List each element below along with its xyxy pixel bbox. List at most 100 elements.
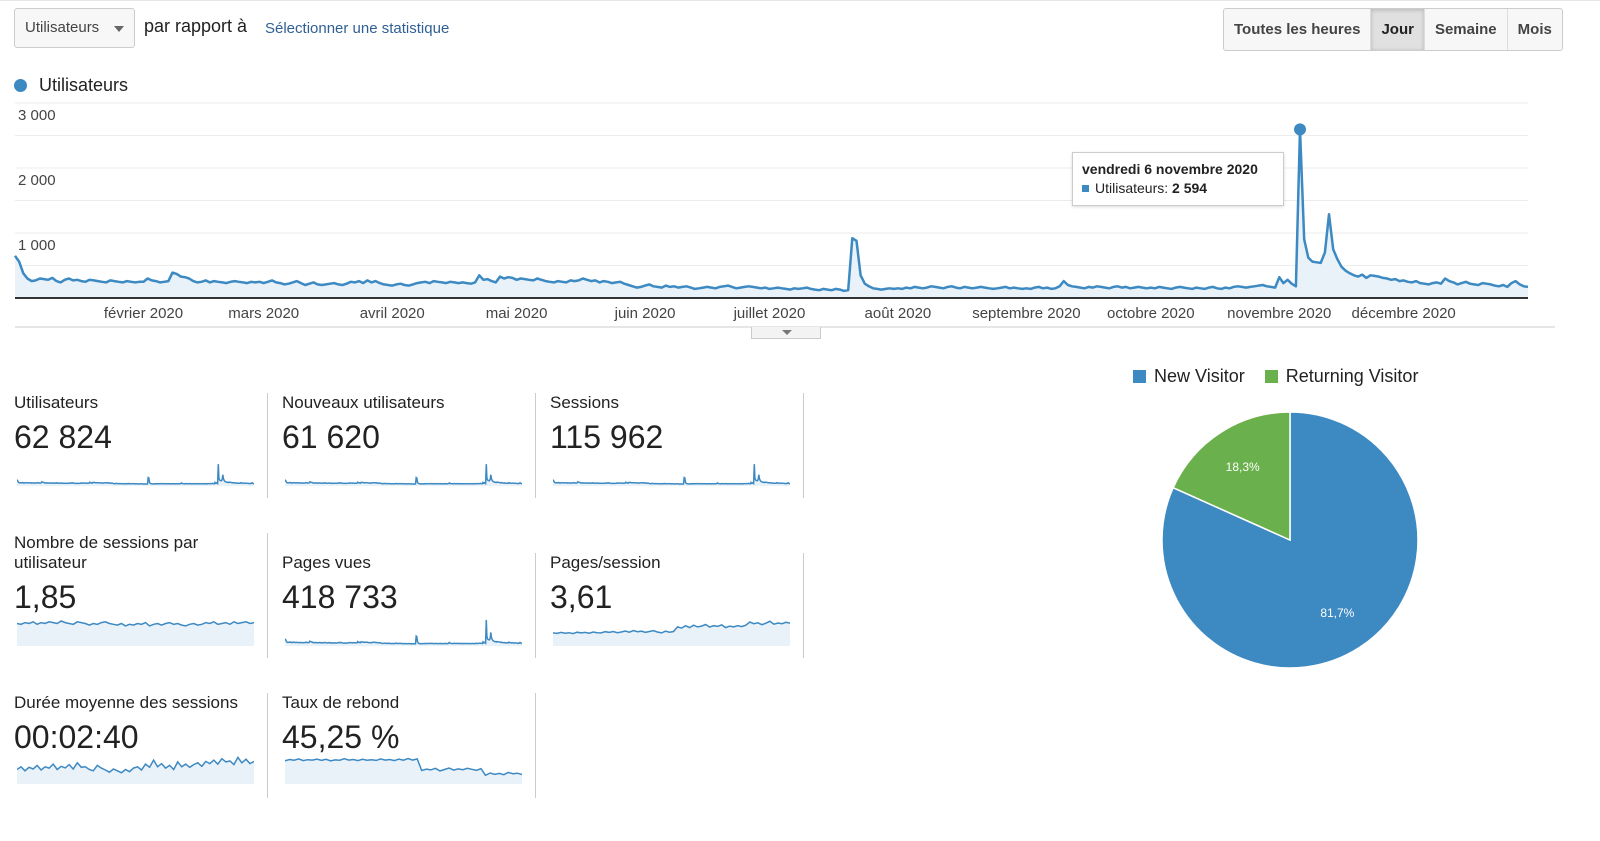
select-statistic-link[interactable]: Sélectionner une statistique [265, 20, 450, 37]
metric-avg-session-duration[interactable]: Durée moyenne des sessions 00:02:40 [14, 693, 267, 798]
y-tick-label: 2 000 [18, 172, 56, 189]
sparkline [553, 464, 790, 486]
metric-pages-per-session[interactable]: Pages/session 3,61 [550, 553, 803, 658]
tile-divider [535, 693, 536, 798]
x-tick-label: décembre 2020 [1352, 305, 1456, 322]
granularity-month-button[interactable]: Mois [1506, 9, 1562, 50]
chart-legend: Utilisateurs [14, 75, 128, 96]
x-tick-label: juillet 2020 [733, 305, 806, 322]
pie-slice-returning-visitor[interactable] [1172, 411, 1291, 542]
metric-dropdown[interactable]: Utilisateurs [14, 8, 135, 48]
granularity-hourly-button[interactable]: Toutes les heures [1234, 21, 1361, 38]
tile-divider [535, 393, 536, 498]
y-tick-label: 1 000 [18, 237, 56, 254]
series-square-icon [1082, 184, 1089, 192]
sparkline-line [17, 756, 254, 774]
sparkline-area [285, 758, 522, 784]
sparkline [17, 464, 254, 486]
granularity-toggle: Toutes les heures Jour Semaine Mois [1223, 8, 1563, 51]
series-dot-icon [14, 79, 27, 92]
sparkline-area [553, 621, 790, 646]
x-tick-label: novembre 2020 [1227, 305, 1331, 322]
legend-returning-visitor: Returning Visitor [1285, 366, 1419, 386]
sparkline [17, 756, 254, 784]
x-tick-label: août 2020 [865, 305, 932, 322]
sparkline-line [553, 620, 790, 635]
metric-value: 115 962 [550, 419, 664, 455]
tile-divider [267, 393, 268, 498]
chart-tooltip: vendredi 6 novembre 2020 Utilisateurs: 2… [1072, 152, 1284, 206]
metric-value: 45,25 % [282, 719, 400, 755]
sparkline-line [285, 619, 522, 645]
tooltip-label: Utilisateurs: [1095, 180, 1169, 196]
metric-label: Utilisateurs [14, 393, 99, 412]
sparkline-line [17, 620, 254, 627]
metric-new-users[interactable]: Nouveaux utilisateurs 61 620 [282, 393, 535, 498]
sparkline-area [17, 757, 254, 784]
top-divider [0, 0, 1600, 1]
metric-sessions[interactable]: Sessions 115 962 [550, 393, 803, 498]
metric-sessions-per-user[interactable]: Nombre de sessions par utilisateur 1,85 [14, 533, 267, 658]
legend-label: Utilisateurs [39, 75, 129, 95]
metric-pageviews[interactable]: Pages vues 418 733 [282, 553, 535, 658]
pie-label-new-visitor: 81,7% [1320, 606, 1354, 620]
sparkline [553, 620, 790, 646]
metric-label: Nombre de sessions par utilisateur [14, 533, 199, 572]
x-tick-label: février 2020 [104, 305, 183, 322]
metric-users[interactable]: Utilisateurs 62 824 [14, 393, 267, 498]
y-tick-label: 3 000 [18, 107, 56, 124]
metric-label: Durée moyenne des sessions [14, 693, 238, 712]
tile-divider [803, 393, 804, 498]
granularity-day-button[interactable]: Jour [1370, 9, 1424, 50]
metric-value: 418 733 [282, 579, 398, 615]
caret-down-icon [782, 330, 792, 335]
metric-value: 3,61 [550, 579, 613, 615]
tile-divider [535, 553, 536, 658]
chevron-down-icon [114, 26, 124, 32]
x-tick-label: octobre 2020 [1107, 305, 1195, 322]
users-line-chart[interactable]: 1 000 2 000 3 000 février 2020 mars 2020 avr… [0, 0, 1600, 341]
metric-bounce-rate[interactable]: Taux de rebond 45,25 % [282, 693, 535, 798]
visitor-type-pie-chart: 81,7% 18,3% [1161, 411, 1419, 669]
sparkline-line [285, 757, 522, 777]
metric-value: 62 824 [14, 419, 112, 455]
sparkline-area [17, 621, 254, 646]
pie-label-returning-visitor: 18,3% [1226, 460, 1260, 474]
metric-label: Pages/session [550, 553, 661, 572]
metric-label: Pages vues [282, 553, 371, 572]
returning-visitor-swatch-icon [1264, 370, 1278, 383]
pie-legend: New Visitor Returning Visitor [1133, 366, 1418, 387]
tile-divider [267, 533, 268, 658]
tooltip-value: 2 594 [1172, 180, 1208, 196]
metric-value: 00:02:40 [14, 719, 139, 755]
sparkline-line [553, 464, 790, 485]
highlight-point[interactable] [1294, 123, 1307, 136]
metric-label: Sessions [550, 393, 619, 412]
legend-new-visitor: New Visitor [1154, 366, 1245, 386]
sparkline-area [285, 464, 522, 486]
sparkline-line [285, 464, 522, 485]
sparkline [285, 619, 522, 646]
sparkline-area [553, 464, 790, 486]
sparkline-area [285, 619, 522, 646]
sparkline-line [17, 464, 254, 485]
x-tick-label: mai 2020 [486, 305, 548, 322]
granularity-week-button[interactable]: Semaine [1423, 9, 1507, 50]
sparkline [285, 757, 522, 784]
series-area [15, 129, 1528, 298]
collapse-chart-tab[interactable] [751, 327, 821, 339]
series-line [13, 128, 1529, 293]
x-tick-label: avril 2020 [360, 305, 425, 322]
compare-label: par rapport à [144, 16, 248, 36]
tooltip-date: vendredi 6 novembre 2020 [1082, 161, 1258, 177]
sparkline-area [17, 464, 254, 486]
metric-dropdown-value: Utilisateurs [25, 19, 100, 36]
new-visitor-swatch-icon [1133, 370, 1146, 383]
x-tick-label: mars 2020 [228, 305, 299, 322]
metric-label: Nouveaux utilisateurs [282, 393, 445, 412]
tile-divider [803, 553, 804, 658]
metric-value: 1,85 [14, 579, 77, 615]
x-tick-label: juin 2020 [614, 305, 676, 322]
x-tick-label: septembre 2020 [972, 305, 1080, 322]
